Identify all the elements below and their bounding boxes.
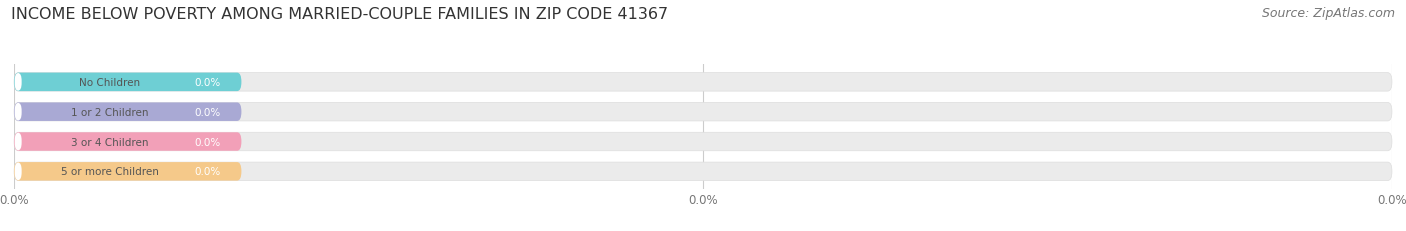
Text: No Children: No Children	[79, 78, 141, 88]
Text: Source: ZipAtlas.com: Source: ZipAtlas.com	[1261, 7, 1395, 20]
Text: 3 or 4 Children: 3 or 4 Children	[70, 137, 148, 147]
FancyBboxPatch shape	[14, 133, 1392, 151]
FancyBboxPatch shape	[14, 73, 1392, 92]
Text: 0.0%: 0.0%	[194, 167, 221, 176]
FancyBboxPatch shape	[14, 74, 21, 91]
FancyBboxPatch shape	[14, 103, 1392, 122]
FancyBboxPatch shape	[14, 133, 21, 151]
Text: 0.0%: 0.0%	[194, 107, 221, 117]
Text: 0.0%: 0.0%	[194, 78, 221, 88]
FancyBboxPatch shape	[14, 103, 242, 122]
FancyBboxPatch shape	[14, 162, 242, 181]
FancyBboxPatch shape	[14, 163, 21, 180]
Text: INCOME BELOW POVERTY AMONG MARRIED-COUPLE FAMILIES IN ZIP CODE 41367: INCOME BELOW POVERTY AMONG MARRIED-COUPL…	[11, 7, 668, 22]
Text: 1 or 2 Children: 1 or 2 Children	[70, 107, 148, 117]
FancyBboxPatch shape	[14, 133, 242, 151]
Text: 0.0%: 0.0%	[194, 137, 221, 147]
FancyBboxPatch shape	[14, 73, 242, 92]
Text: 5 or more Children: 5 or more Children	[60, 167, 159, 176]
FancyBboxPatch shape	[14, 103, 21, 121]
FancyBboxPatch shape	[14, 162, 1392, 181]
